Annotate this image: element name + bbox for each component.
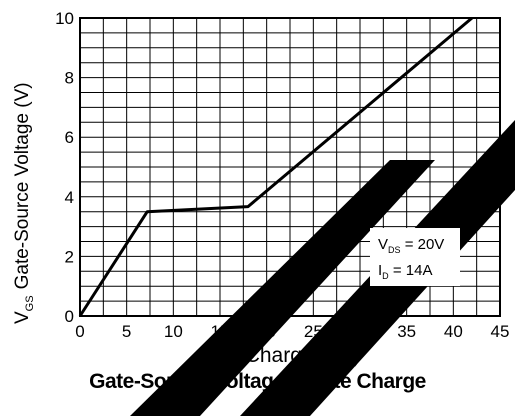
x-tick-label: 15 — [211, 322, 230, 341]
annotation-id-main: I — [378, 262, 382, 279]
y-tick-labels: 0 2 4 6 8 10 — [55, 9, 74, 326]
y-axis-label-v: V — [12, 311, 33, 324]
x-tick-labels: 0 5 10 15 20 25 30 35 40 45 — [75, 322, 509, 341]
annotation-box: VDS = 20V ID = 14A — [370, 228, 460, 286]
x-tick-label: 45 — [491, 322, 510, 341]
x-tick-label: 25 — [304, 322, 323, 341]
x-tick-label: 30 — [351, 322, 370, 341]
y-tick-label: 10 — [55, 9, 74, 28]
svg-text:ID = 14A: ID = 14A — [378, 262, 432, 281]
x-tick-label: 10 — [164, 322, 183, 341]
y-tick-label: 8 — [65, 69, 74, 88]
annotation-id-sub: D — [382, 271, 389, 281]
chart-title: Gate-Source Voltage v Gate Charge — [89, 370, 426, 393]
y-axis-label-subscript: GS — [24, 295, 36, 311]
x-tick-label: 0 — [75, 322, 84, 341]
annotation-vds-rest: = 20V — [401, 236, 445, 253]
svg-text:VGSGate-Source Voltage (V): VGS Gate-Source Voltage (V) — [12, 82, 36, 324]
y-axis-label: VGS Gate-Source Voltage (V) — [12, 82, 36, 324]
y-tick-label: 2 — [65, 247, 74, 266]
y-tick-label: 4 — [65, 188, 74, 207]
plot-frame — [79, 17, 501, 317]
y-tick-label: 6 — [65, 128, 74, 147]
x-tick-label: 40 — [444, 322, 463, 341]
annotation-vds-main: V — [378, 236, 388, 253]
y-axis-label-main: Gate-Source Voltage (V) — [12, 82, 33, 289]
annotation-vds-sub: DS — [388, 245, 401, 255]
x-tick-label: 5 — [122, 322, 131, 341]
series-line — [78, 16, 473, 317]
svg-text:VDS = 20V: VDS = 20V — [378, 236, 444, 255]
x-tick-label: 35 — [397, 322, 416, 341]
x-axis-label: Q - Charge (nC) — [210, 344, 361, 367]
annotation-id-rest: = 14A — [389, 262, 433, 279]
y-tick-label: 0 — [65, 307, 74, 326]
x-tick-label: 20 — [257, 322, 276, 341]
